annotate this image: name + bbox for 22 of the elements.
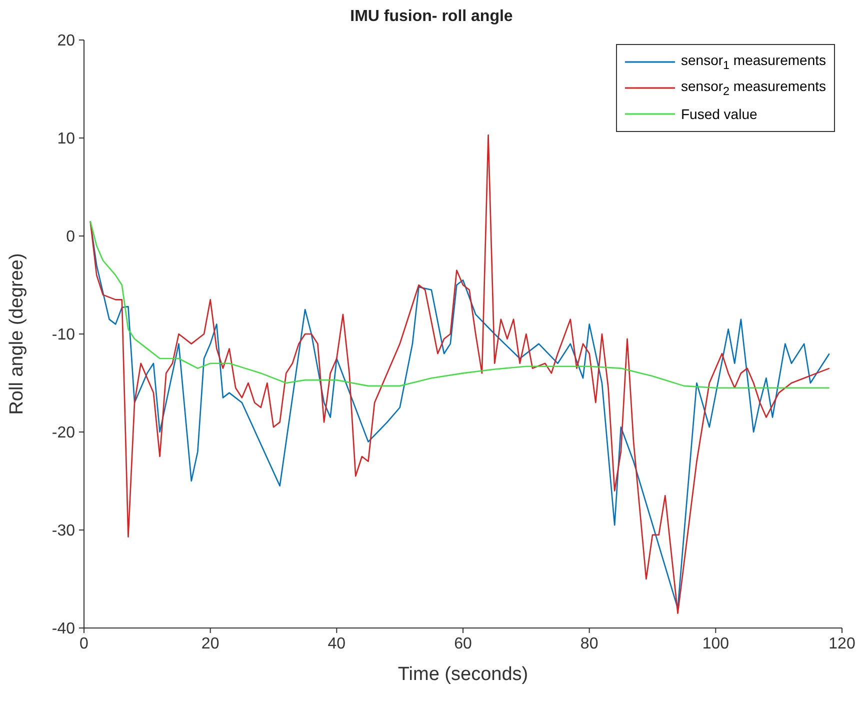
y-tick-label: -30 <box>52 522 76 540</box>
x-tick-label: 80 <box>580 635 598 652</box>
legend-label: sensor$_{2}$ measurements <box>681 78 826 98</box>
y-tick-label: -20 <box>52 424 76 442</box>
line-series <box>90 220 830 389</box>
y-axis-title: Roll angle (degree) <box>6 253 28 415</box>
chart-title: IMU fusion- roll angle <box>349 8 514 27</box>
x-tick-label: 40 <box>328 635 346 652</box>
x-tick-label: 0 <box>80 635 89 652</box>
y-tick-label: 10 <box>57 130 76 148</box>
y-tick-label: 20 <box>57 32 76 50</box>
x-tick-label: 120 <box>828 635 856 652</box>
x-tick-label: 100 <box>702 635 730 652</box>
y-tick-label: 0 <box>66 228 76 246</box>
legend-label: Fused value <box>681 106 758 122</box>
line-series <box>90 134 830 614</box>
y-tick-label: -10 <box>52 326 76 344</box>
y-tick-label: -40 <box>52 620 76 638</box>
x-axis-title: Time (seconds) <box>398 664 528 685</box>
x-tick-label: 60 <box>454 635 472 652</box>
x-tick-label: 20 <box>201 635 220 652</box>
legend-label: sensor$_{1}$ measurements <box>681 52 826 72</box>
